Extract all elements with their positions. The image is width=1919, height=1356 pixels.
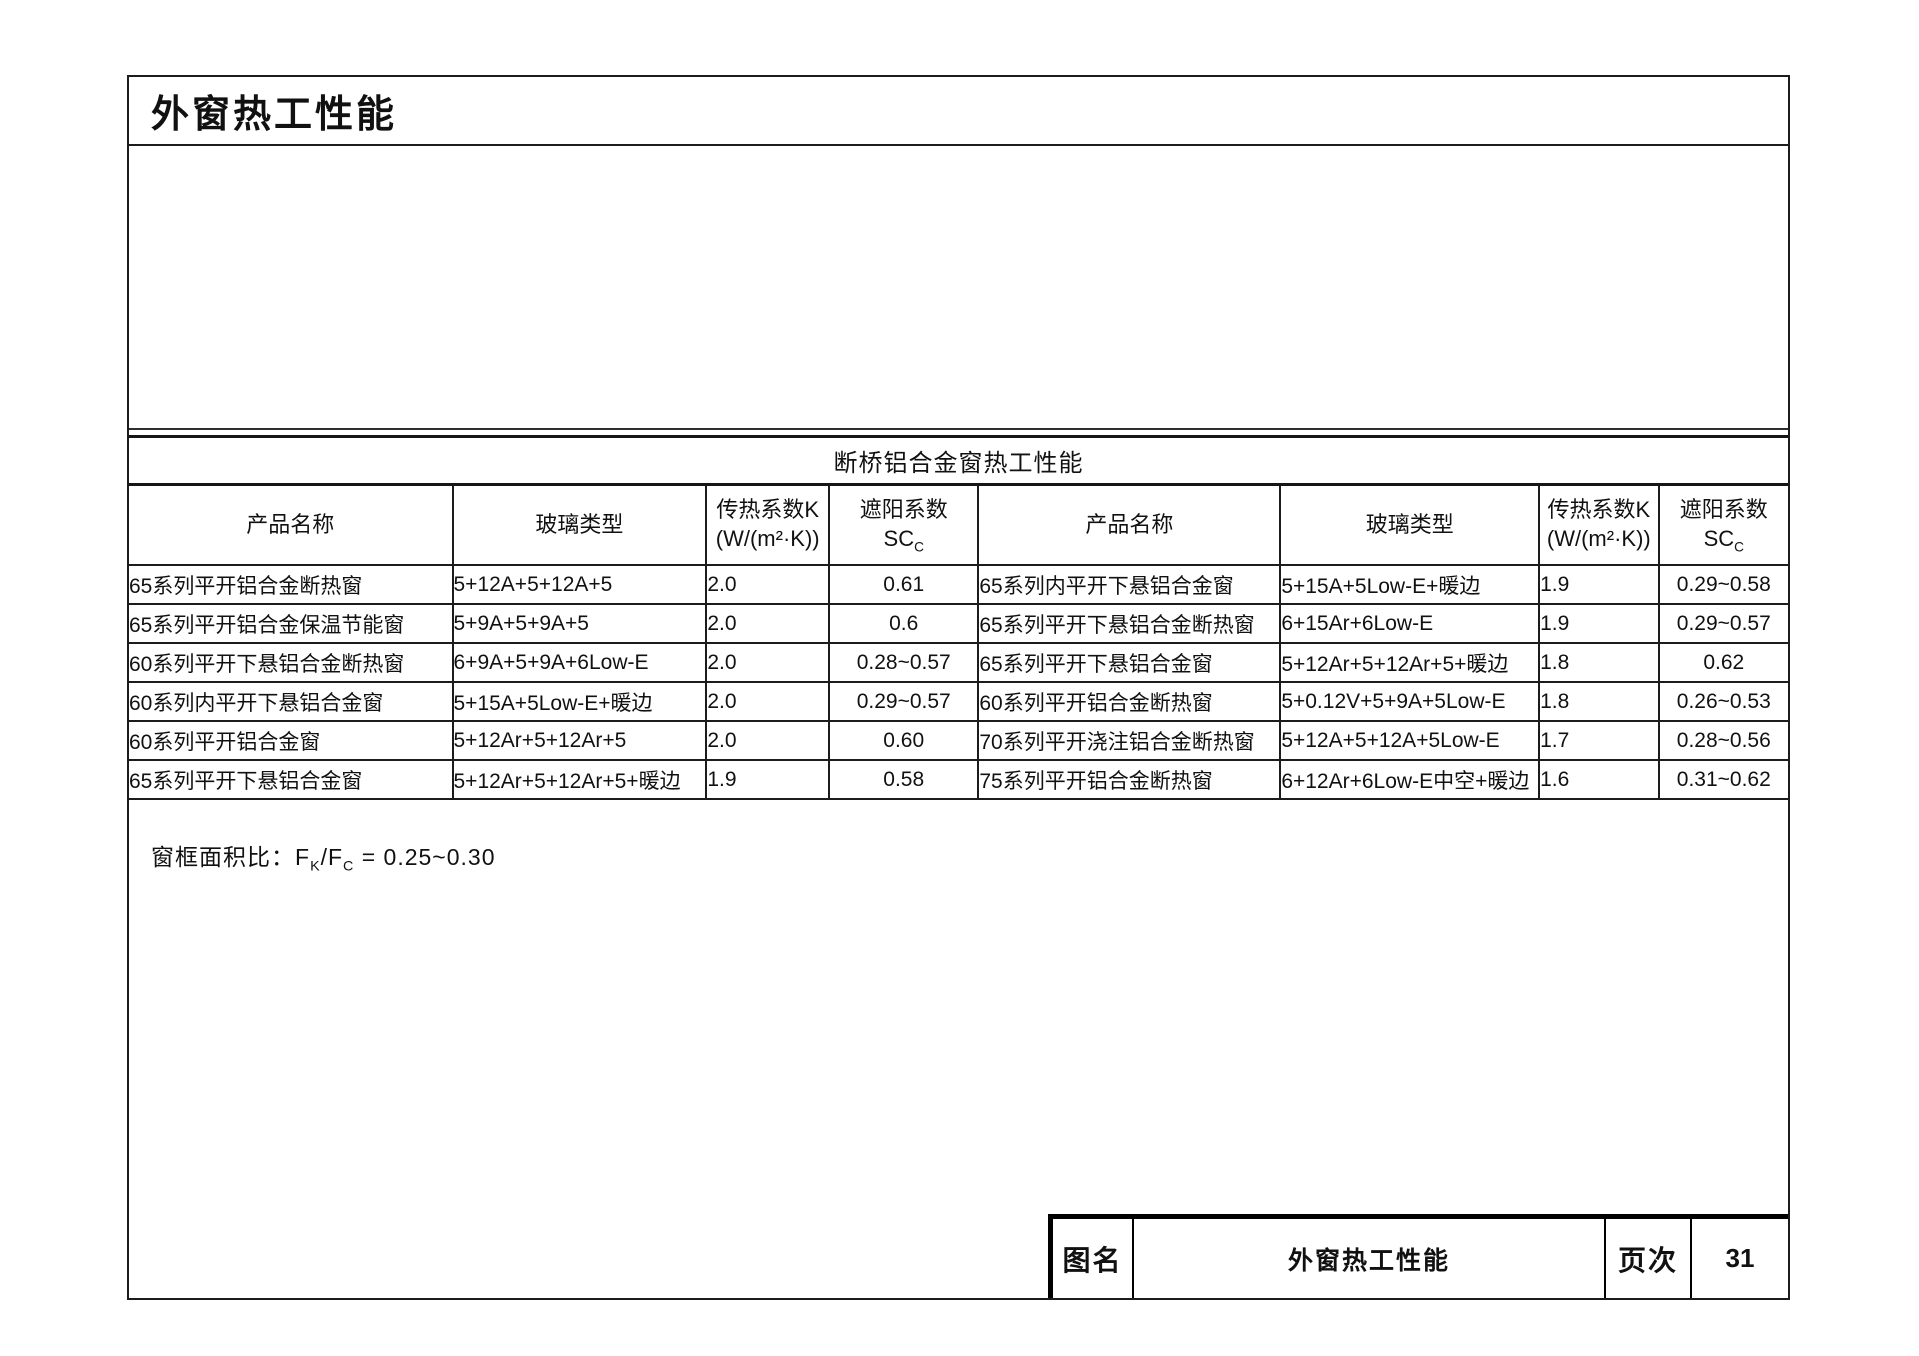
page-number: 31 xyxy=(1725,1243,1755,1273)
cell-product: 65系列平开下悬铝合金窗 xyxy=(977,642,1282,683)
page-title: 外窗热工性能 xyxy=(129,77,1788,146)
cell-product: 65系列内平开下悬铝合金窗 xyxy=(977,564,1282,605)
cell-k-value: 2.0 xyxy=(705,642,831,683)
cell-glass-type: 5+15A+5Low-E+暖边 xyxy=(1279,564,1541,605)
cell-k-value: 1.9 xyxy=(1538,603,1660,644)
cell-k-value: 1.6 xyxy=(1538,759,1660,800)
table-header-row: 产品名称 玻璃类型 传热系数K (W/(m²·K)) 遮阳系数 SCC 产品名称… xyxy=(129,483,1788,566)
cell-product: 60系列平开铝合金窗 xyxy=(129,720,454,761)
cell-sc-value: 0.58 xyxy=(828,759,980,800)
cell-k-value: 2.0 xyxy=(705,603,831,644)
cell-glass-type: 5+15A+5Low-E+暖边 xyxy=(451,681,708,722)
cell-product: 60系列内平开下悬铝合金窗 xyxy=(129,681,454,722)
header-k-line1: 传热系数K xyxy=(1547,497,1651,523)
header-sc-line1: 遮阳系数 xyxy=(859,497,948,523)
cell-sc-value: 0.60 xyxy=(828,720,980,761)
header-glass-type-right: 玻璃类型 xyxy=(1279,483,1541,566)
cell-product: 60系列平开铝合金断热窗 xyxy=(977,681,1282,722)
cell-sc-value: 0.31~0.62 xyxy=(1657,759,1788,800)
cell-product: 65系列平开下悬铝合金断热窗 xyxy=(977,603,1282,644)
table-title-row: 断桥铝合金窗热工性能 xyxy=(129,436,1788,486)
figure-name-label: 图名 xyxy=(1053,1219,1134,1298)
header-sc-coefficient-left: 遮阳系数 SCC xyxy=(828,483,980,566)
title-block: 图名 外窗热工性能 页次 31 xyxy=(1048,1214,1788,1298)
cell-glass-type: 5+12Ar+5+12Ar+5+暖边 xyxy=(451,759,708,800)
table-row: 60系列平开铝合金窗 5+12Ar+5+12Ar+5 2.0 0.60 70系列… xyxy=(129,720,1788,761)
cell-sc-value: 0.29~0.57 xyxy=(828,681,980,722)
cell-glass-type: 5+0.12V+5+9A+5Low-E xyxy=(1279,681,1541,722)
table-row: 65系列平开下悬铝合金窗 5+12Ar+5+12Ar+5+暖边 1.9 0.58… xyxy=(129,759,1788,800)
thermal-performance-table: 断桥铝合金窗热工性能 产品名称 玻璃类型 传热系数K (W/(m²·K)) 遮阳… xyxy=(129,435,1788,800)
cell-sc-value: 0.61 xyxy=(828,564,980,605)
cell-glass-type: 5+12Ar+5+12Ar+5+暖边 xyxy=(1279,642,1541,683)
cell-product: 75系列平开铝合金断热窗 xyxy=(977,759,1282,800)
footnote-fk: F xyxy=(295,844,311,870)
table-row: 65系列平开铝合金保温节能窗 5+9A+5+9A+5 2.0 0.6 65系列平… xyxy=(129,603,1788,644)
header-k-line2: (W/(m²·K)) xyxy=(1546,526,1651,551)
header-product-name-left: 产品名称 xyxy=(129,483,454,566)
header-sc-line2: SCC xyxy=(883,526,924,555)
cell-k-value: 1.9 xyxy=(1538,564,1660,605)
header-sc-coefficient-right: 遮阳系数 SCC xyxy=(1657,483,1788,566)
page-label: 页次 xyxy=(1606,1219,1692,1298)
footnote-fc: /F xyxy=(320,844,344,870)
cell-sc-value: 0.62 xyxy=(1657,642,1788,683)
cell-glass-type: 6+15Ar+6Low-E xyxy=(1279,603,1541,644)
cell-product: 60系列平开下悬铝合金断热窗 xyxy=(129,642,454,683)
cell-product: 70系列平开浇注铝合金断热窗 xyxy=(977,720,1282,761)
footnote-fc-sub: C xyxy=(343,858,355,875)
table-row: 65系列平开铝合金断热窗 5+12A+5+12A+5 2.0 0.61 65系列… xyxy=(129,564,1788,605)
cell-k-value: 2.0 xyxy=(705,564,831,605)
header-product-name-right: 产品名称 xyxy=(977,483,1282,566)
cell-sc-value: 0.29~0.57 xyxy=(1657,603,1788,644)
cell-sc-value: 0.29~0.58 xyxy=(1657,564,1788,605)
header-k-coefficient-right: 传热系数K (W/(m²·K)) xyxy=(1538,483,1660,566)
header-k-coefficient-left: 传热系数K (W/(m²·K)) xyxy=(705,483,831,566)
cell-glass-type: 6+12Ar+6Low-E中空+暖边 xyxy=(1279,759,1541,800)
page-frame: 外窗热工性能 断桥铝合金窗热工性能 产品名称 玻璃类型 传热系数K (W/(m²… xyxy=(127,75,1790,1300)
table-title: 断桥铝合金窗热工性能 xyxy=(129,436,1788,486)
frame-area-ratio-note: 窗框面积比：FK/FC = 0.25~0.30 xyxy=(151,838,1788,875)
table-row: 60系列平开下悬铝合金断热窗 6+9A+5+9A+6Low-E 2.0 0.28… xyxy=(129,642,1788,683)
header-sc-line2: SCC xyxy=(1703,526,1744,555)
empty-drawing-area xyxy=(129,146,1788,430)
footnote-fk-sub: K xyxy=(310,858,321,875)
cell-sc-value: 0.26~0.53 xyxy=(1657,681,1788,722)
cell-glass-type: 6+9A+5+9A+6Low-E xyxy=(451,642,708,683)
cell-k-value: 2.0 xyxy=(705,681,831,722)
header-k-line1: 传热系数K xyxy=(716,497,820,523)
cell-product: 65系列平开铝合金保温节能窗 xyxy=(129,603,454,644)
header-glass-type-left: 玻璃类型 xyxy=(451,483,708,566)
figure-name-value: 外窗热工性能 xyxy=(1134,1219,1606,1298)
table-row: 60系列内平开下悬铝合金窗 5+15A+5Low-E+暖边 2.0 0.29~0… xyxy=(129,681,1788,722)
footnote-value: = 0.25~0.30 xyxy=(354,844,496,870)
cell-k-value: 2.0 xyxy=(705,720,831,761)
cell-sc-value: 0.6 xyxy=(828,603,980,644)
cell-k-value: 1.9 xyxy=(705,759,831,800)
header-sc-line1: 遮阳系数 xyxy=(1679,497,1768,523)
cell-glass-type: 5+12A+5+12A+5 xyxy=(451,564,708,605)
footnote-label: 窗框面积比： xyxy=(151,844,295,870)
cell-product: 65系列平开下悬铝合金窗 xyxy=(129,759,454,800)
cell-k-value: 1.8 xyxy=(1538,681,1660,722)
cell-sc-value: 0.28~0.56 xyxy=(1657,720,1788,761)
cell-k-value: 1.7 xyxy=(1538,720,1660,761)
cell-glass-type: 5+9A+5+9A+5 xyxy=(451,603,708,644)
cell-glass-type: 5+12A+5+12A+5Low-E xyxy=(1279,720,1541,761)
header-k-line2: (W/(m²·K)) xyxy=(715,526,820,551)
cell-k-value: 1.8 xyxy=(1538,642,1660,683)
cell-product: 65系列平开铝合金断热窗 xyxy=(129,564,454,605)
cell-glass-type: 5+12Ar+5+12Ar+5 xyxy=(451,720,708,761)
cell-sc-value: 0.28~0.57 xyxy=(828,642,980,683)
